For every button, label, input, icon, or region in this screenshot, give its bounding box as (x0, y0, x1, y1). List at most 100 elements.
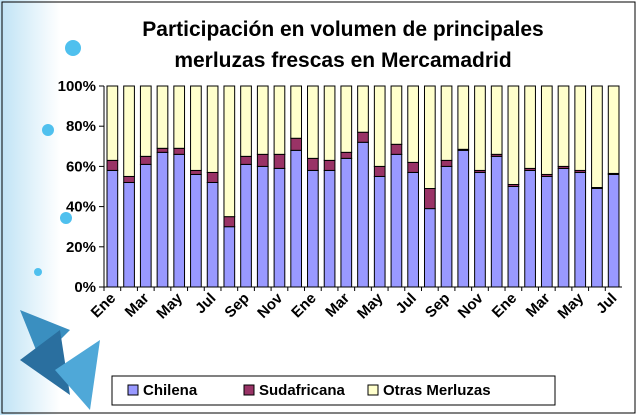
bar-segment (475, 172, 486, 287)
bar-segment (174, 154, 185, 287)
bar-segment (341, 86, 352, 152)
bar-segment (391, 86, 402, 144)
bar-segment (191, 86, 202, 170)
bar-segment (124, 176, 135, 182)
legend-label: Otras Merluzas (383, 382, 491, 399)
bar-segment (408, 162, 419, 172)
bar-segment (191, 174, 202, 287)
bar-segment (174, 148, 185, 154)
bar-segment (358, 132, 369, 142)
bar-segment (107, 86, 118, 160)
bar-segment (291, 138, 302, 150)
bar-segment (191, 170, 202, 174)
legend-label: Chilena (143, 382, 198, 399)
bar-segment (291, 86, 302, 138)
legend-label: Sudafricana (259, 382, 346, 399)
bar-segment (541, 86, 552, 174)
bar-segment (441, 86, 452, 160)
bar-segment (441, 166, 452, 287)
bar-segment (575, 172, 586, 287)
bar-segment (224, 86, 235, 217)
bar-segment (391, 154, 402, 287)
bar-segment (508, 86, 519, 184)
bar-segment (174, 86, 185, 148)
bar-segment (207, 86, 218, 172)
bar-segment (575, 86, 586, 170)
y-tick-label: 80% (66, 118, 96, 135)
bar-segment (241, 86, 252, 156)
bar-segment (308, 170, 319, 287)
bar-segment (341, 152, 352, 158)
bar-segment (207, 172, 218, 182)
bar-segment (358, 86, 369, 132)
bar-segment (374, 176, 385, 287)
bar-segment (424, 189, 435, 209)
bar-segment (324, 86, 335, 160)
bar-segment (558, 86, 569, 166)
bar-segment (291, 150, 302, 287)
bar-segment (491, 156, 502, 287)
bar-segment (358, 142, 369, 287)
legend: Chilena Sudafricana Otras Merluzas (128, 382, 491, 399)
bar-segment (224, 227, 235, 287)
bar-segment (408, 86, 419, 162)
y-tick-label: 100% (58, 78, 96, 95)
bar-segment (124, 182, 135, 287)
bar-segment (107, 160, 118, 170)
page: Chilena Sudafricana Otras Merluzas 0% 20% 40… (0, 0, 637, 415)
bar-segment (308, 86, 319, 158)
bar-segment (107, 170, 118, 287)
bar-segment (324, 160, 335, 170)
bar-segment (241, 164, 252, 287)
bar-segment (475, 86, 486, 170)
bar-segment (157, 86, 168, 148)
bar-segment (374, 166, 385, 176)
y-tick-label: 40% (66, 199, 96, 216)
bar-segment (424, 86, 435, 189)
bar-segment (157, 148, 168, 152)
bubble (42, 124, 54, 136)
bar-segment (491, 86, 502, 154)
bar-segment (592, 189, 603, 287)
bar-segment (592, 86, 603, 188)
bar-segment (140, 164, 151, 287)
bar-segment (374, 86, 385, 166)
y-tick-label: 60% (66, 158, 96, 175)
y-tick-label: 20% (66, 239, 96, 256)
bar-segment (608, 86, 619, 173)
bar-segment (274, 154, 285, 168)
legend-swatch (368, 385, 378, 395)
bar-segment (257, 166, 268, 287)
bar-segment (308, 158, 319, 170)
y-tick-label: 0% (74, 279, 96, 296)
bubble (65, 40, 81, 56)
bar-segment (207, 182, 218, 287)
bar-segment (458, 86, 469, 149)
bar-segment (140, 156, 151, 164)
bar-segment (241, 156, 252, 164)
bubble (34, 268, 42, 276)
bar-segment (441, 160, 452, 166)
legend-swatch (244, 385, 254, 395)
bar-segment (257, 154, 268, 166)
bar-segment (274, 168, 285, 287)
bar-segment (324, 170, 335, 287)
legend-swatch (128, 385, 138, 395)
bar-segment (224, 217, 235, 227)
chart-title: Participación en volumen de principales … (108, 14, 578, 76)
bar-segment (124, 86, 135, 176)
bar-segment (608, 174, 619, 287)
bar-segment (458, 150, 469, 287)
bar-segment (140, 86, 151, 156)
bar-segment (257, 86, 268, 154)
bar-segment (541, 176, 552, 287)
bar-segment (408, 172, 419, 287)
bar-segment (424, 209, 435, 287)
bar-segment (508, 187, 519, 288)
bar-segment (341, 158, 352, 287)
bar-segment (525, 170, 536, 287)
bar-segment (391, 144, 402, 154)
bar-segment (157, 152, 168, 287)
bar-segment (525, 86, 536, 168)
bar-segment (558, 168, 569, 287)
